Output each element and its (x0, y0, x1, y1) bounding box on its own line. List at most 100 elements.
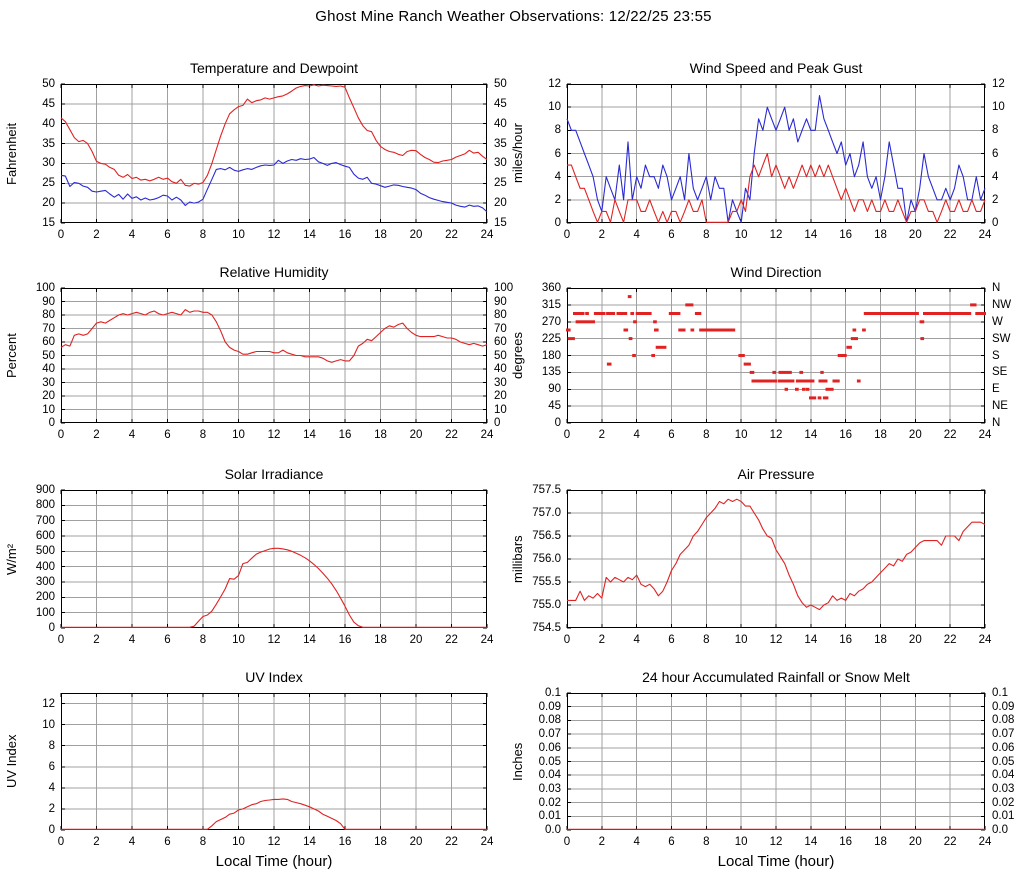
wind-direction-mark (743, 362, 751, 366)
x-tick-label: 0 (57, 229, 65, 241)
x-tick-label: 18 (374, 429, 387, 441)
x-tick-label: 22 (445, 634, 458, 646)
x-tick-label: 20 (908, 429, 922, 441)
x-tick-label: 2 (93, 229, 100, 241)
x-tick-label: 4 (128, 429, 136, 441)
wind-direction-mark (654, 328, 659, 332)
x-tick-label: 0 (563, 836, 571, 848)
y-tick-label-right: S (992, 349, 1000, 362)
wind-direction-mark (818, 379, 828, 383)
y-tick-label: 10 (42, 718, 55, 731)
y-tick-label: 0.05 (538, 755, 561, 768)
y-tick-label-right: 0.01 (992, 810, 1015, 823)
y-tick-label: 90 (548, 383, 561, 396)
wind-direction-mark (809, 396, 817, 400)
wind-direction-mark (837, 354, 847, 357)
y-tick-label: 0.03 (538, 782, 561, 795)
x-tick-label: 22 (943, 229, 957, 241)
wind-direction-mark (616, 312, 628, 315)
x-tick-label: 24 (978, 836, 992, 848)
x-tick-label: 14 (303, 836, 316, 848)
wind-direction-mark (920, 337, 925, 341)
y-tick-label-right: 40 (494, 363, 507, 375)
y-tick-label: 0.01 (538, 810, 561, 823)
x-tick-label: 4 (633, 836, 640, 848)
chart-temperature-dewpoint: Temperature and Dewpoint Fahrenheit 15 15 20… (4, 60, 507, 241)
wind-direction-mark (575, 320, 595, 324)
x-tick-label: 8 (703, 634, 710, 646)
wind-direction-mark (606, 312, 616, 315)
x-tick-label: 14 (303, 429, 316, 441)
y-tick-label-right: 0.02 (992, 796, 1015, 809)
x-tick-label: 22 (943, 429, 957, 441)
x-tick-label: 6 (164, 634, 171, 646)
plot-area-uv-index (60, 693, 488, 831)
x-tick-label: 0 (57, 836, 65, 848)
y-tick-label: 0.04 (538, 769, 561, 782)
y-tick-label: 270 (541, 315, 561, 328)
y-tick-label: 500 (35, 545, 55, 558)
y-tick-label: 0 (554, 217, 561, 229)
chart-wind-direction: Wind Direction degrees 0 N 45 NE 90 E 135 SE 180 S 2… (510, 264, 1011, 441)
y-tick-label: 0 (554, 417, 561, 429)
y-tick-label-right: 70 (494, 322, 507, 335)
x-tick-label: 22 (943, 634, 957, 646)
y-tick-label-right: 0.03 (992, 782, 1015, 795)
x-tick-label: 16 (839, 229, 853, 241)
x-tick-label: 12 (769, 836, 783, 848)
y-tick-label: 6 (554, 147, 561, 160)
y-tick-label-right: 0 (494, 417, 501, 429)
y-tick-label: 756.5 (532, 530, 561, 542)
wind-direction-mark (751, 379, 777, 383)
y-tick-label: 0.08 (538, 714, 561, 727)
x-tick-label: 8 (703, 229, 710, 241)
x-tick-label: 24 (480, 634, 494, 646)
y-tick-label: 754.5 (532, 622, 561, 634)
plot-frame (567, 288, 985, 423)
y-tick-label: 70 (42, 322, 55, 335)
plot-area-relative-humidity (60, 287, 488, 424)
y-tick-label: 0 (48, 622, 55, 634)
x-tick-label: 10 (734, 634, 748, 646)
y-tick-label-right: 0.07 (992, 728, 1015, 741)
y-tick-label-right: 0.0 (992, 824, 1008, 836)
y-tick-label: 800 (35, 499, 55, 512)
x-tick-label: 24 (978, 634, 992, 646)
y-tick-label-right: 90 (494, 295, 507, 308)
x-tick-label: 22 (445, 429, 458, 441)
wind-direction-mark (784, 387, 788, 391)
x-tick-label: 12 (769, 429, 783, 441)
y-tick-label: 12 (548, 78, 561, 90)
y-tick-label-right: 35 (494, 137, 507, 150)
x-axis-label-rainfall: Local Time (hour) (717, 853, 835, 870)
x-tick-label: 12 (267, 634, 281, 646)
y-tick-label: 315 (541, 298, 561, 311)
wind-direction-mark (852, 328, 857, 332)
wind-direction-mark (653, 320, 657, 324)
plot-area-wind-speed-gust (566, 83, 986, 224)
x-tick-label: 6 (668, 634, 675, 646)
y-tick-label-right: 50 (494, 78, 507, 90)
y-tick-label-right: 100 (494, 282, 514, 294)
y-tick-label: 0.1 (545, 687, 561, 699)
y-tick-label: 200 (35, 591, 55, 604)
wind-direction-mark (862, 328, 866, 332)
x-tick-label: 2 (598, 229, 606, 241)
x-tick-label: 4 (633, 229, 640, 241)
y-tick-label: 755.0 (532, 599, 561, 611)
x-tick-label: 24 (480, 836, 494, 848)
chart-title-relative-humidity: Relative Humidity (219, 264, 329, 280)
y-tick-label: 0.0 (545, 824, 561, 836)
x-tick-label: 18 (874, 229, 887, 241)
y-tick-label: 30 (42, 157, 55, 170)
plot-frame (567, 490, 985, 628)
x-tick-label: 24 (978, 429, 992, 441)
x-tick-label: 18 (874, 429, 887, 441)
wind-direction-mark (566, 328, 571, 332)
wind-direction-mark (593, 312, 606, 315)
wind-direction-mark (632, 354, 636, 357)
chart-wind-speed-gust: Wind Speed and Peak Gust miles/hour 0 0 2 2 4 4… (510, 60, 1005, 241)
x-tick-label: 2 (598, 429, 606, 441)
x-tick-label: 20 (409, 836, 423, 848)
